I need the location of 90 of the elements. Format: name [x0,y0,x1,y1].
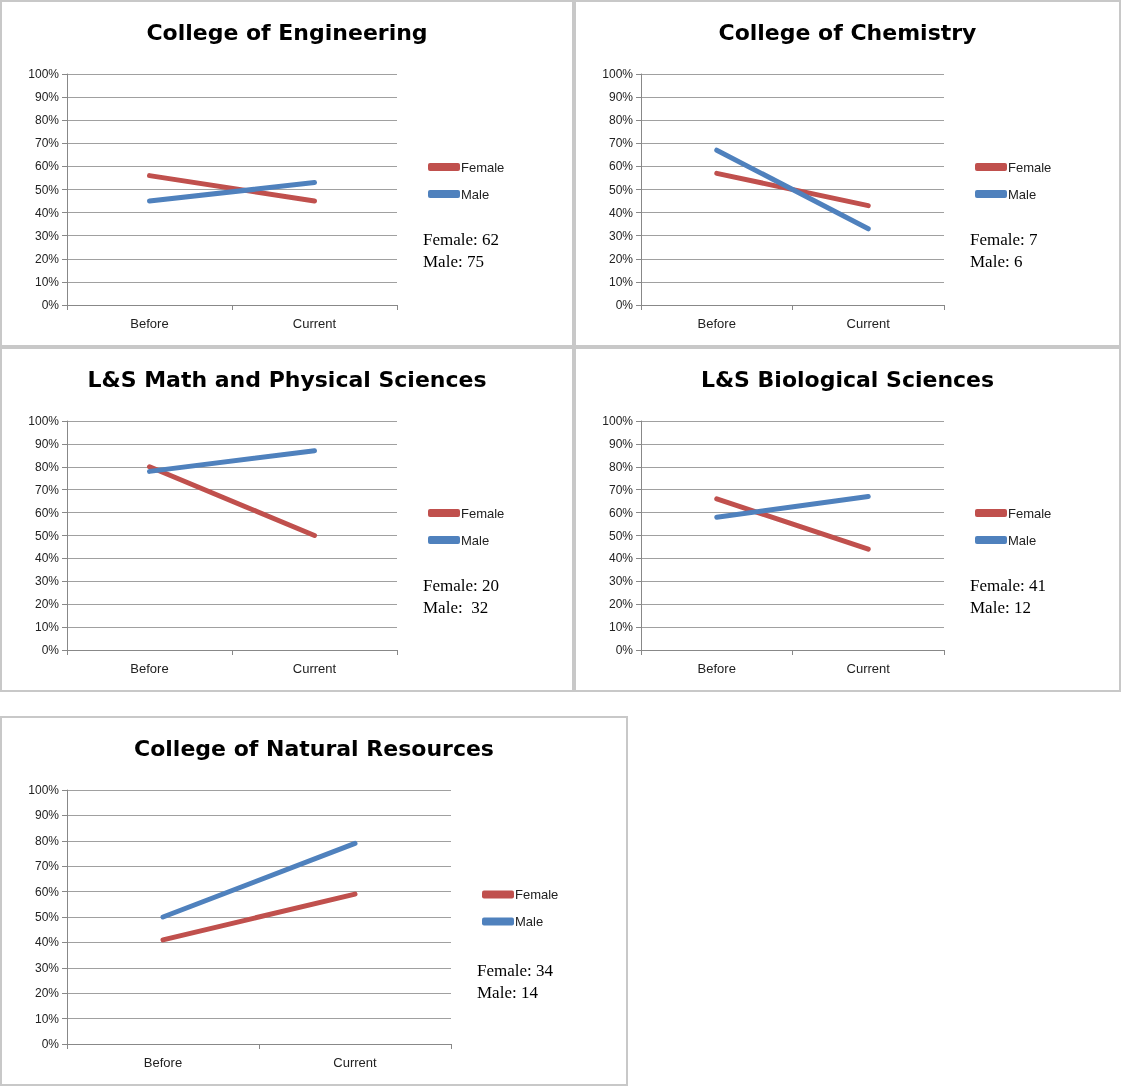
y-tick-label: 10% [608,274,634,289]
legend-label: Male [1008,186,1037,202]
x-tick-label: Current [846,661,891,676]
y-tick-label: 60% [608,505,634,520]
chart-title: L&S Biological Sciences [700,366,995,392]
y-tick-label: 20% [608,251,634,266]
legend-label: Female [1008,505,1052,521]
legend-label: Male [515,914,544,929]
y-tick-label: 10% [608,620,634,635]
legend-label: Male [1008,532,1037,548]
chart-title: L&S Math and Physical Sciences [87,366,487,392]
y-tick-label: 100% [28,783,60,797]
y-tick-label: 20% [34,251,60,266]
y-tick-label: 100% [602,414,634,428]
y-tick-label: 60% [34,884,60,899]
y-tick-label: 0% [41,1037,60,1051]
y-tick-label: 40% [608,205,634,220]
legend-label: Female [515,887,559,902]
y-tick-label: 10% [34,1011,60,1026]
y-tick-label: 30% [34,228,60,243]
x-tick-label: Before [130,661,169,676]
y-tick-label: 50% [34,182,60,197]
y-tick-label: 70% [608,482,634,497]
y-tick-label: 90% [34,808,60,823]
chart-title: College of Chemistry [718,19,977,45]
y-tick-label: 80% [608,113,634,128]
y-tick-label: 80% [608,459,634,474]
x-tick-label: Current [333,1055,378,1070]
chart-title: College of Natural Resources [134,735,494,761]
y-tick-label: 50% [34,910,60,924]
legend-label: Female [461,505,505,521]
y-tick-label: 10% [34,274,60,289]
y-tick-label: 40% [34,551,60,566]
text: Female: 20 [423,575,500,595]
text: Male: 75 [423,252,484,272]
x-tick-label: Before [143,1055,183,1070]
chart-title: College of Engineering [146,19,428,45]
y-tick-label: 100% [28,414,60,428]
legend-label: Male [461,532,490,548]
text: Male: 32 [423,597,489,617]
text: Male: 6 [970,252,1023,272]
y-tick-label: 10% [34,620,60,635]
y-tick-label: 70% [608,136,634,151]
y-tick-label: 50% [608,528,634,543]
legend-label: Female [461,159,505,175]
x-tick-label: Current [292,316,337,331]
y-tick-label: 30% [34,960,60,975]
y-tick-label: 60% [34,505,60,520]
y-tick-label: 70% [34,482,60,497]
y-tick-label: 40% [608,551,634,566]
text: Female: 7 [970,230,1039,250]
x-tick-label: Current [846,316,891,331]
text: Female: 62 [423,230,500,250]
text: Male: 12 [970,597,1031,617]
y-tick-label: 0% [615,298,634,312]
y-tick-label: 20% [608,597,634,612]
text: Female: 41 [970,575,1047,595]
y-tick-label: 0% [615,643,634,657]
y-tick-label: 100% [602,67,634,81]
x-tick-label: Current [292,661,337,676]
y-tick-label: 50% [608,182,634,197]
y-tick-label: 20% [34,597,60,612]
y-tick-label: 70% [34,136,60,151]
y-tick-label: 0% [41,298,60,312]
text: Female: 34 [477,961,554,981]
y-tick-label: 40% [34,935,60,950]
y-tick-label: 50% [34,528,60,543]
y-tick-label: 90% [34,436,60,451]
y-tick-label: 30% [608,574,634,589]
y-tick-label: 100% [28,67,60,81]
y-tick-label: 0% [41,643,60,657]
y-tick-label: 90% [34,90,60,105]
y-tick-label: 80% [34,459,60,474]
y-tick-label: 90% [608,436,634,451]
y-tick-label: 60% [608,159,634,174]
y-tick-label: 30% [608,228,634,243]
x-tick-label: Before [130,316,169,331]
y-tick-label: 80% [34,833,60,848]
legend-label: Male [461,186,490,202]
y-tick-label: 80% [34,113,60,128]
y-tick-label: 60% [34,159,60,174]
y-tick-label: 20% [34,986,60,1001]
y-tick-label: 30% [34,574,60,589]
legend-label: Female [1008,159,1052,175]
y-tick-label: 70% [34,859,60,874]
text: Male: 14 [477,983,539,1003]
x-tick-label: Before [697,316,736,331]
y-tick-label: 90% [608,90,634,105]
y-tick-label: 40% [34,205,60,220]
x-tick-label: Before [697,661,736,676]
